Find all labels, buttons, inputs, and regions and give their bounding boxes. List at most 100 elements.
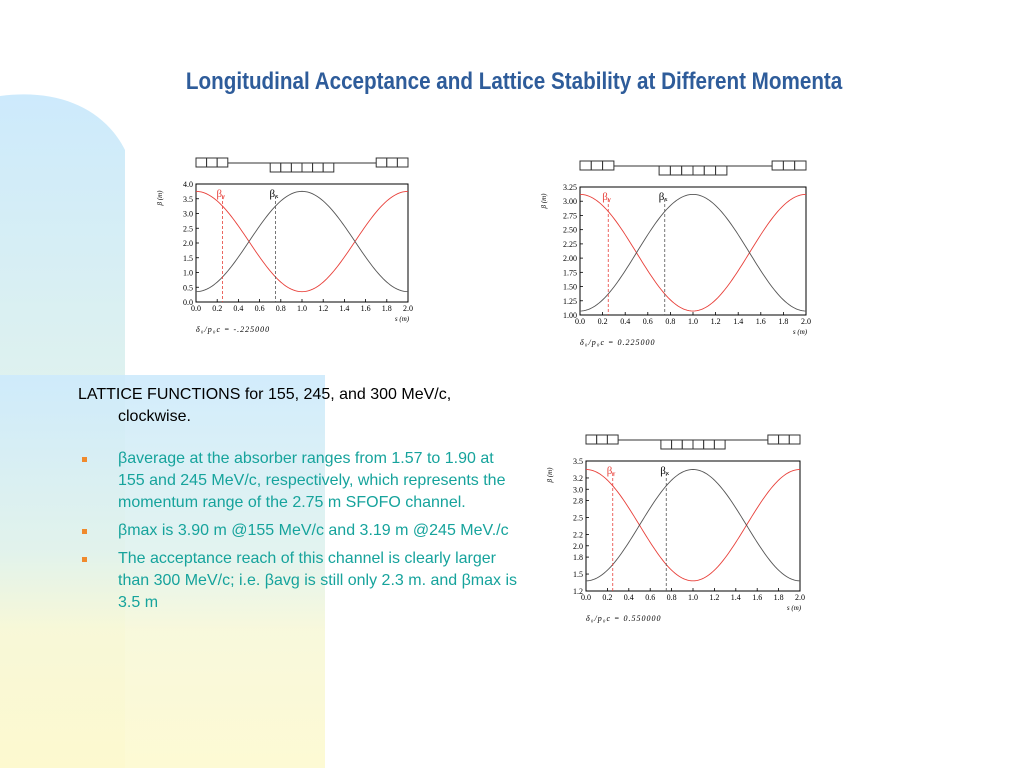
x-axis-label: s (m) (395, 315, 410, 323)
absorber-block (713, 439, 726, 450)
y-tick-label: 1.00 (563, 311, 577, 320)
x-tick-label: 2.0 (801, 317, 811, 326)
y-tick-label: 2.8 (573, 497, 583, 506)
series-line-beta-y (195, 190, 409, 293)
y-tick-label: 1.5 (183, 254, 193, 263)
x-tick-label: 0.2 (602, 593, 612, 602)
x-axis-label: s (m) (793, 328, 808, 336)
lattice-schematic (585, 434, 801, 450)
plot-frame (579, 186, 807, 316)
y-tick-label: 1.75 (563, 268, 577, 277)
plot-frame (195, 183, 409, 303)
magnet-block (788, 434, 801, 445)
x-tick-label: 0.0 (191, 304, 201, 313)
series-line-beta-x (585, 469, 801, 582)
y-tick-label: 0.5 (183, 283, 193, 292)
y-tick-label: 2.0 (183, 239, 193, 248)
x-tick-label: 0.0 (575, 317, 585, 326)
series-line-beta-y (579, 193, 807, 312)
y-tick-label: 3.00 (563, 197, 577, 206)
y-tick-label: 3.2 (573, 474, 583, 483)
absorber-block (301, 162, 314, 173)
x-tick-label: 1.0 (688, 317, 698, 326)
y-tick-label: 2.50 (563, 226, 577, 235)
x-tick-label: 0.8 (667, 593, 677, 602)
y-axis-label: β (m) (540, 193, 548, 210)
x-tick-label: 1.6 (361, 304, 371, 313)
magnet-block (195, 157, 208, 168)
y-tick-label: 3.0 (573, 485, 583, 494)
absorber-block (312, 162, 324, 173)
x-tick-label: 1.2 (709, 593, 719, 602)
absorber-block (703, 165, 717, 176)
y-tick-label: 2.0 (573, 542, 583, 551)
magnet-block (794, 160, 807, 171)
magnet-block (590, 160, 604, 171)
y-axis-label: β (m) (546, 467, 554, 484)
y-tick-label: 3.25 (563, 183, 577, 192)
absorber-block (681, 165, 694, 176)
absorber-block (681, 439, 694, 450)
magnet-block (596, 434, 608, 445)
x-tick-label: 0.4 (233, 304, 243, 313)
magnet-block (386, 157, 398, 168)
x-tick-label: 2.0 (795, 593, 805, 602)
x-tick-label: 0.6 (255, 304, 265, 313)
series-label-beta-y: βᵧ (217, 188, 226, 200)
x-tick-label: 1.2 (711, 317, 721, 326)
y-tick-label: 2.5 (183, 224, 193, 233)
lattice-chart-155: 0.0 0.2 0.4 0.6 0.8 1.0 1.2 1.4 1.6 1.8 2.0 0.0 0.5 1… (152, 140, 418, 344)
bullet-text: The acceptance reach of this channel is … (118, 550, 518, 611)
series-line-beta-x (195, 190, 409, 293)
chart-footer: δ₀/p₀c = -.225000 (196, 325, 270, 334)
chart-footer: δ₀/p₀c = 0.225000 (580, 338, 655, 347)
x-tick-label: 1.0 (688, 593, 698, 602)
series-line-beta-y (585, 469, 801, 582)
y-tick-label: 0.0 (183, 298, 193, 307)
x-tick-label: 1.8 (382, 304, 392, 313)
absorber-block (692, 165, 705, 176)
lattice-chart-245: 0.0 0.2 0.4 0.6 0.8 1.0 1.2 1.4 1.6 1.8 2.0 1.00 1.2… (530, 140, 820, 354)
slide-title: Longitudinal Acceptance and Lattice Stab… (185, 68, 843, 95)
absorber-block (703, 439, 715, 450)
magnet-block (206, 157, 218, 168)
y-tick-label: 1.5 (573, 570, 583, 579)
absorber-block (692, 439, 705, 450)
x-tick-label: 2.0 (403, 304, 413, 313)
magnet-block (216, 157, 229, 168)
x-tick-label: 0.8 (665, 317, 675, 326)
y-tick-label: 2.75 (563, 211, 577, 220)
y-tick-label: 1.25 (563, 297, 577, 306)
lattice-schematic (195, 157, 409, 173)
chart-svg: 0.0 0.2 0.4 0.6 0.8 1.0 1.2 1.4 1.6 1.8 2.0 0.0 0.5 1… (156, 157, 413, 334)
series-label-beta-x: βₓ (660, 465, 670, 477)
magnet-block (602, 160, 615, 171)
bullet-item: The acceptance reach of this channel is … (78, 548, 518, 614)
x-tick-label: 1.6 (756, 317, 766, 326)
bullet-item: βaverage at the absorber ranges from 1.5… (78, 448, 518, 514)
lattice-chart-300: 0.0 0.2 0.4 0.6 0.8 1.0 1.2 1.4 1.6 1.8 2.0 1.2 1.5 1… (530, 415, 820, 627)
magnet-block (579, 160, 592, 171)
chart-svg: 0.0 0.2 0.4 0.6 0.8 1.0 1.2 1.4 1.6 1.8 2.0 1.2 1.5 1… (546, 434, 805, 623)
absorber-block (280, 162, 292, 173)
y-axis-label: β (m) (156, 190, 164, 207)
magnet-block (375, 157, 388, 168)
bullet-square-icon (82, 529, 87, 534)
x-tick-label: 1.8 (774, 593, 784, 602)
plot-frame (585, 460, 801, 592)
x-tick-label: 1.2 (318, 304, 328, 313)
y-tick-label: 4.0 (183, 180, 193, 189)
y-tick-label: 1.0 (183, 269, 193, 278)
x-tick-label: 1.4 (733, 317, 743, 326)
series-label-beta-x: βₓ (270, 188, 280, 200)
y-tick-label: 2.2 (573, 530, 583, 539)
bullet-square-icon (82, 557, 87, 562)
x-axis-label: s (m) (787, 604, 802, 612)
x-tick-label: 1.4 (731, 593, 741, 602)
x-tick-label: 0.6 (643, 317, 653, 326)
magnet-block (771, 160, 784, 171)
x-tick-label: 1.6 (752, 593, 762, 602)
intro-text: LATTICE FUNCTIONS for 155, 245, and 300 … (78, 386, 452, 425)
magnet-block (778, 434, 790, 445)
series-line-beta-x (579, 193, 807, 312)
